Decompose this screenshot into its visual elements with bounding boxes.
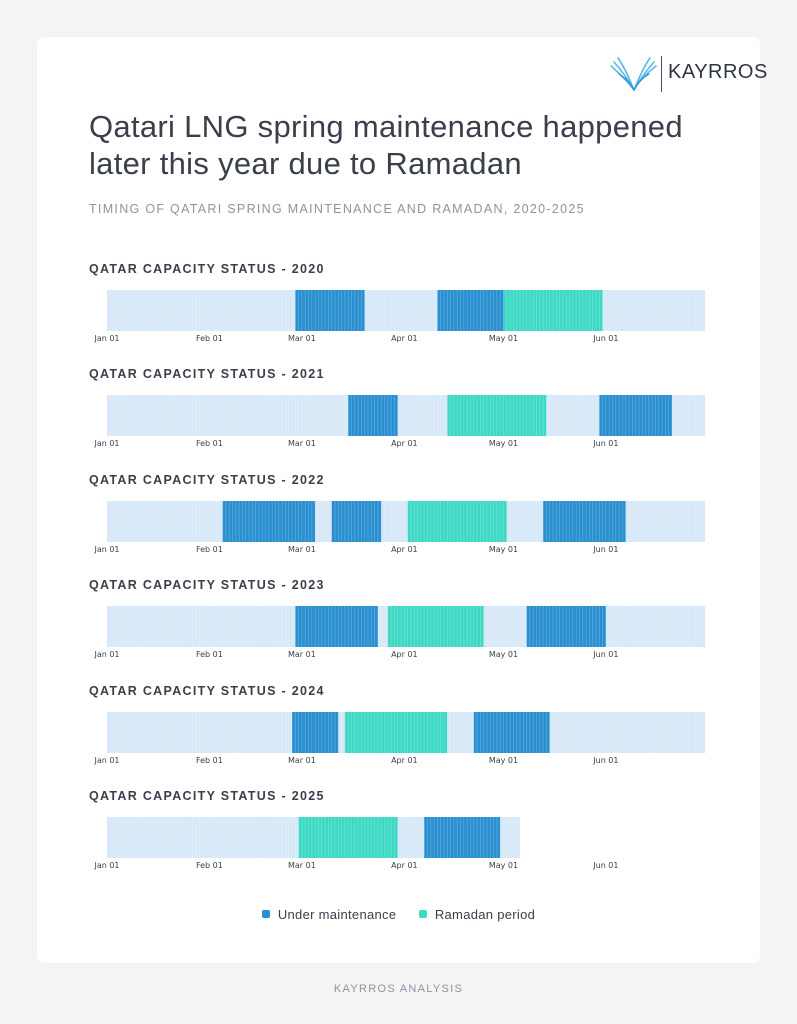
panel-title-2020: QATAR CAPACITY STATUS - 2020 [89, 262, 325, 276]
kayrros-wings-icon [610, 57, 657, 91]
x-tick-label: Feb 01 [196, 545, 223, 554]
maintenance-segment [295, 290, 365, 331]
x-tick-label: May 01 [489, 439, 518, 448]
maintenance-segment [424, 817, 501, 858]
chart-card: KAYRROS Qatari LNG spring maintenance ha… [37, 37, 767, 963]
panel-title-2022: QATAR CAPACITY STATUS - 2022 [89, 473, 325, 487]
footer-source: KAYRROS ANALYSIS [333, 983, 464, 995]
ramadan-segment [503, 290, 603, 331]
panel-title-2025: QATAR CAPACITY STATUS - 2025 [89, 789, 325, 803]
x-tick-label: Feb 01 [196, 334, 223, 343]
x-tick-label: Jan 01 [93, 861, 119, 870]
ramadan-segment [447, 395, 547, 436]
x-tick-label: Jan 01 [93, 439, 119, 448]
legend-swatch-maintenance [261, 910, 270, 918]
x-tick-label: Mar 01 [288, 334, 316, 343]
x-tick-label: Mar 01 [288, 756, 316, 765]
x-tick-label: Mar 01 [288, 861, 316, 870]
x-tick-label: Apr 01 [391, 439, 418, 448]
legend-swatch-ramadan [418, 910, 427, 918]
x-tick-label: Jun 01 [592, 756, 618, 765]
timeline-2021: Jan 01 Feb 01 Mar 01 Apr 01 May 01 Jun 01 [93, 395, 705, 448]
timeline-2022: Jan 01 Feb 01 Mar 01 Apr 01 May 01 Jun 01 [93, 501, 705, 554]
maintenance-segment [473, 712, 550, 753]
x-tick-label: Apr 01 [391, 650, 418, 659]
maintenance-segment [292, 712, 339, 753]
x-tick-label: Mar 01 [288, 545, 316, 554]
x-tick-label: Apr 01 [391, 756, 418, 765]
ramadan-segment [407, 501, 507, 542]
ramadan-segment [387, 606, 484, 647]
logo-divider [661, 56, 662, 92]
legend-label-maintenance: Under maintenance [277, 906, 397, 922]
x-tick-label: May 01 [489, 545, 518, 554]
legend-item-ramadan: Ramadan period [418, 906, 536, 922]
maintenance-segment [295, 606, 378, 647]
x-tick-label: Apr 01 [391, 334, 418, 343]
timeline-2025: Jan 01 Feb 01 Mar 01 Apr 01 May 01 Jun 01 [93, 817, 619, 870]
x-tick-label: Jan 01 [93, 756, 119, 765]
maintenance-segment [348, 395, 398, 436]
x-tick-label: Feb 01 [196, 439, 223, 448]
timeline-2020: Jan 01 Feb 01 Mar 01 Apr 01 May 01 Jun 01 [93, 290, 705, 343]
maintenance-segment [543, 501, 626, 542]
x-tick-label: Jun 01 [592, 439, 618, 448]
timeline-2023: Jan 01 Feb 01 Mar 01 Apr 01 May 01 Jun 01 [93, 606, 705, 659]
maintenance-segment [437, 290, 504, 331]
panel-title-2024: QATAR CAPACITY STATUS - 2024 [89, 684, 325, 698]
chart-title: Qatari LNG spring maintenance happened l… [89, 109, 683, 181]
x-tick-label: Apr 01 [391, 545, 418, 554]
maintenance-segment [331, 501, 382, 542]
maintenance-segment [526, 606, 606, 647]
brand-name: KAYRROS [668, 61, 768, 83]
x-tick-label: Jun 01 [592, 334, 618, 343]
brand-logo: KAYRROS [610, 54, 767, 94]
x-tick-label: Feb 01 [196, 650, 223, 659]
x-tick-label: Jun 01 [592, 861, 618, 870]
panel-title-2023: QATAR CAPACITY STATUS - 2023 [89, 578, 325, 592]
legend-item-maintenance: Under maintenance [261, 906, 397, 922]
ramadan-segment [298, 817, 398, 858]
legend: Under maintenance Ramadan period [37, 905, 760, 923]
maintenance-segment [599, 395, 672, 436]
x-tick-label: May 01 [489, 756, 518, 765]
x-tick-label: Jun 01 [592, 545, 618, 554]
x-tick-label: Jan 01 [93, 545, 119, 554]
x-tick-label: May 01 [489, 334, 518, 343]
x-tick-label: Apr 01 [391, 861, 418, 870]
x-tick-label: Jan 01 [93, 650, 119, 659]
chart-subtitle: TIMING OF QATARI SPRING MAINTENANCE AND … [89, 202, 585, 216]
legend-label-ramadan: Ramadan period [434, 906, 536, 922]
x-tick-label: Feb 01 [196, 861, 223, 870]
x-tick-label: May 01 [489, 861, 518, 870]
maintenance-segment [222, 501, 316, 542]
x-tick-label: May 01 [489, 650, 518, 659]
normal-period-bar [107, 290, 705, 331]
x-tick-label: Jun 01 [592, 650, 618, 659]
x-tick-label: Jan 01 [93, 334, 119, 343]
panel-title-2021: QATAR CAPACITY STATUS - 2021 [89, 367, 325, 381]
x-tick-label: Mar 01 [288, 439, 316, 448]
timeline-2024: Jan 01 Feb 01 Mar 01 Apr 01 May 01 Jun 01 [93, 712, 705, 765]
x-tick-label: Mar 01 [288, 650, 316, 659]
x-tick-label: Feb 01 [196, 756, 223, 765]
ramadan-segment [344, 712, 448, 753]
